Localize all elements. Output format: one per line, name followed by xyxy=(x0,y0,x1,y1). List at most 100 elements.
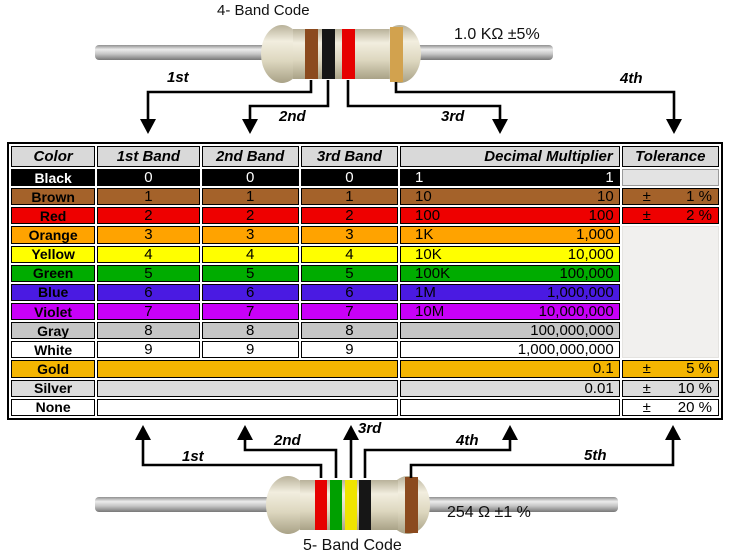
table-row: Silver 0.01 ±10 % xyxy=(11,379,719,397)
band-digit-cell: 5 xyxy=(97,264,200,282)
four-band-value: 1.0 KΩ ±5% xyxy=(454,26,540,43)
band-digit-cell: 1 xyxy=(201,188,299,206)
band-digit-cell: 2 xyxy=(97,207,200,225)
color-name-cell: Red xyxy=(11,207,96,225)
band-pointer-label-3rd-bottom: 3rd xyxy=(358,420,382,437)
multiplier-cell: 100K 100,000 xyxy=(400,264,620,282)
pointer-arrow xyxy=(363,439,512,478)
band-digit-cell: 1 xyxy=(97,188,200,206)
multiplier-values: 100K 100,000 xyxy=(401,266,619,281)
tolerance-cell: ±5 % xyxy=(621,360,719,378)
arrowheads-up xyxy=(135,425,681,440)
column-header: 1st Band xyxy=(97,146,200,167)
tolerance-values: ±1 % xyxy=(623,189,718,204)
band-pointer-label-2nd-top: 2nd xyxy=(279,108,306,125)
multiplier-values: 0.01 xyxy=(401,381,619,396)
resistor-band-1 xyxy=(305,29,318,79)
multiplier-values: 10K 10,000 xyxy=(401,247,619,262)
table-row: Gray 8 8 8 100,000,000 xyxy=(11,322,719,340)
pointer-arrow xyxy=(346,80,502,121)
tolerance-values: ±10 % xyxy=(623,381,718,396)
table-header-row: Color 1st Band 2nd Band 3rd Band Decimal Mul… xyxy=(11,146,719,167)
arrow-up-icon xyxy=(237,425,253,440)
multiplier-long: 1 xyxy=(605,169,614,187)
tolerance-value: 1 % xyxy=(686,188,712,206)
five-band-title: 5- Band Code xyxy=(303,537,402,554)
plus-minus-sign: ± xyxy=(642,379,651,397)
multiplier-cell xyxy=(400,398,620,416)
table-row: Brown 1 1 1 10 10 ±1 % xyxy=(11,188,719,206)
tolerance-empty-cell xyxy=(621,169,719,187)
column-header: Color xyxy=(11,146,96,167)
band-digit-cell: 6 xyxy=(201,283,299,301)
pointer-arrow xyxy=(409,439,675,478)
blank-band-cell xyxy=(97,398,399,416)
color-name-cell: Yellow xyxy=(11,245,96,263)
arrow-down-icon xyxy=(242,119,258,134)
resistor-band-2 xyxy=(322,29,335,79)
arrow-up-icon xyxy=(502,425,518,440)
multiplier-values: 10M 10,000,000 xyxy=(401,304,619,319)
band-pointer-label-5th-bottom: 5th xyxy=(584,447,607,464)
color-name-cell: White xyxy=(11,341,96,359)
band-digit-cell: 0 xyxy=(201,169,299,187)
four-band-resistor-illustration xyxy=(95,25,682,134)
arrow-up-icon xyxy=(665,425,681,440)
multiplier-values: 1,000,000,000 xyxy=(401,342,619,357)
tolerance-cell: ±1 % xyxy=(621,188,719,206)
multiplier-long: 10 xyxy=(596,188,614,206)
table-row: Green 5 5 5 100K 100,000 xyxy=(11,264,719,282)
band-pointer-label-4th-bottom: 4th xyxy=(456,432,479,449)
multiplier-short: 10K xyxy=(415,245,442,263)
band-digit-cell: 1 xyxy=(300,188,399,206)
band-digit-cell: 9 xyxy=(97,341,200,359)
multiplier-cell: 10K 10,000 xyxy=(400,245,620,263)
band-digit-cell: 7 xyxy=(97,302,200,321)
band-pointer-label-1st-bottom: 1st xyxy=(182,448,204,465)
table-row: Violet 7 7 7 10M 10,000,000 xyxy=(11,302,719,321)
resistor-band-5 xyxy=(405,477,418,533)
multiplier-values: 100 100 xyxy=(401,208,619,223)
plus-minus-sign: ± xyxy=(642,207,651,225)
band-digit-cell: 8 xyxy=(97,322,200,340)
arrow-up-icon xyxy=(135,425,151,440)
multiplier-long: 10,000,000 xyxy=(538,303,614,321)
multiplier-short: 1 xyxy=(415,169,424,187)
multiplier-cell: 10 10 xyxy=(400,188,620,206)
column-header: Decimal Multiplier xyxy=(400,146,620,167)
band-digit-cell: 4 xyxy=(97,245,200,263)
resistor-body xyxy=(266,476,430,534)
resistor-band-4 xyxy=(390,27,403,82)
multiplier-short: 100K xyxy=(415,264,451,282)
multiplier-long: 100,000,000 xyxy=(530,322,614,340)
band-digit-cell: 5 xyxy=(300,264,399,282)
table-row: Blue 6 6 6 1M 1,000,000 xyxy=(11,283,719,301)
plus-minus-sign: ± xyxy=(642,360,651,378)
tolerance-blank-cell xyxy=(621,226,719,359)
multiplier-long: 100 xyxy=(588,207,614,225)
multiplier-cell: 1K 1,000 xyxy=(400,226,620,244)
multiplier-cell: 0.01 xyxy=(400,379,620,397)
band-digit-cell: 0 xyxy=(300,169,399,187)
multiplier-cell: 0.1 xyxy=(400,360,620,378)
band-pointer-label-2nd-bottom: 2nd xyxy=(274,432,301,449)
plus-minus-sign: ± xyxy=(642,188,651,206)
tolerance-value: 2 % xyxy=(686,207,712,225)
table-row: Orange 3 3 3 1K 1,000 xyxy=(11,226,719,359)
band-digit-cell: 0 xyxy=(97,169,200,187)
band-digit-cell: 9 xyxy=(201,341,299,359)
band-digit-cell: 3 xyxy=(300,226,399,244)
multiplier-long: 0.01 xyxy=(584,379,614,397)
color-code-table: Color 1st Band 2nd Band 3rd Band Decimal Mul… xyxy=(7,142,723,420)
color-name-cell: Gray xyxy=(11,322,96,340)
band-digit-cell: 7 xyxy=(201,302,299,321)
color-name-cell: Orange xyxy=(11,226,96,244)
band-digit-cell: 6 xyxy=(300,283,399,301)
table-row: Gold 0.1 ±5 % xyxy=(11,360,719,378)
band-digit-cell: 3 xyxy=(97,226,200,244)
table-row: Black 0 0 0 1 1 xyxy=(11,169,719,187)
table-row: Yellow 4 4 4 10K 10,000 xyxy=(11,245,719,263)
band-digit-cell: 8 xyxy=(201,322,299,340)
